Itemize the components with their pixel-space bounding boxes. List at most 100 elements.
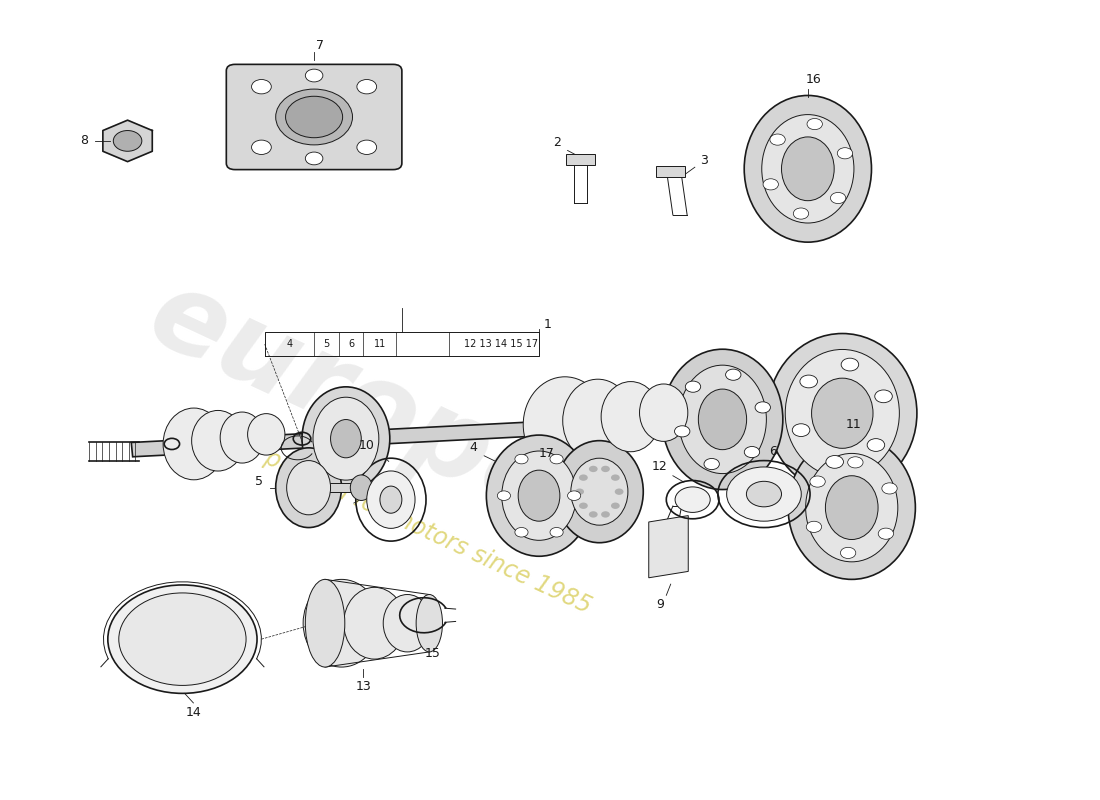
Ellipse shape — [806, 522, 822, 533]
Ellipse shape — [878, 528, 893, 539]
Ellipse shape — [579, 502, 587, 509]
Ellipse shape — [810, 476, 825, 487]
Ellipse shape — [356, 140, 376, 154]
Ellipse shape — [331, 419, 361, 458]
Ellipse shape — [556, 441, 644, 542]
Ellipse shape — [248, 414, 285, 455]
FancyBboxPatch shape — [566, 154, 595, 165]
Ellipse shape — [842, 358, 859, 371]
Ellipse shape — [515, 454, 528, 464]
Ellipse shape — [867, 438, 884, 451]
Ellipse shape — [252, 79, 272, 94]
FancyBboxPatch shape — [657, 166, 685, 177]
Text: 5: 5 — [255, 475, 263, 488]
Ellipse shape — [747, 482, 781, 507]
Ellipse shape — [601, 511, 609, 518]
FancyBboxPatch shape — [309, 483, 361, 493]
Ellipse shape — [314, 398, 378, 480]
Ellipse shape — [502, 451, 576, 540]
Ellipse shape — [675, 487, 711, 513]
Ellipse shape — [781, 137, 834, 201]
Ellipse shape — [768, 334, 917, 493]
Ellipse shape — [379, 486, 401, 514]
Ellipse shape — [639, 384, 688, 442]
Ellipse shape — [793, 208, 808, 219]
Ellipse shape — [727, 467, 801, 521]
Ellipse shape — [825, 476, 878, 539]
Ellipse shape — [698, 389, 747, 450]
Ellipse shape — [601, 382, 660, 452]
Ellipse shape — [840, 547, 856, 558]
Ellipse shape — [704, 458, 719, 470]
Ellipse shape — [874, 390, 892, 402]
Ellipse shape — [366, 471, 415, 528]
Ellipse shape — [550, 454, 563, 464]
Ellipse shape — [383, 594, 431, 652]
Ellipse shape — [119, 593, 246, 686]
Ellipse shape — [763, 178, 779, 190]
Ellipse shape — [497, 491, 510, 501]
Polygon shape — [131, 404, 877, 457]
Ellipse shape — [615, 489, 624, 495]
Ellipse shape — [304, 579, 380, 667]
Ellipse shape — [826, 455, 844, 468]
Ellipse shape — [805, 454, 898, 562]
Ellipse shape — [518, 470, 560, 521]
Ellipse shape — [486, 435, 592, 556]
Text: 12 13 14 15 17: 12 13 14 15 17 — [463, 339, 538, 349]
Ellipse shape — [571, 458, 628, 525]
Text: 8: 8 — [79, 134, 88, 147]
Text: 16: 16 — [805, 73, 822, 86]
Ellipse shape — [356, 79, 376, 94]
Ellipse shape — [579, 474, 587, 481]
Polygon shape — [103, 120, 152, 162]
Ellipse shape — [350, 475, 372, 501]
Ellipse shape — [601, 466, 609, 472]
Text: a passion for motors since 1985: a passion for motors since 1985 — [241, 437, 595, 618]
Ellipse shape — [416, 594, 442, 652]
Text: 13: 13 — [355, 681, 372, 694]
Ellipse shape — [800, 375, 817, 388]
Text: 1: 1 — [543, 318, 552, 330]
Text: 3: 3 — [700, 154, 707, 167]
Text: europes: europes — [133, 261, 638, 571]
Ellipse shape — [610, 474, 619, 481]
Text: 4: 4 — [470, 442, 477, 454]
Ellipse shape — [524, 377, 606, 473]
Ellipse shape — [762, 114, 854, 223]
Ellipse shape — [848, 457, 864, 468]
Ellipse shape — [302, 387, 389, 490]
Ellipse shape — [770, 134, 785, 145]
Ellipse shape — [286, 96, 342, 138]
Ellipse shape — [568, 491, 581, 501]
Text: 14: 14 — [186, 706, 201, 719]
Ellipse shape — [113, 130, 142, 151]
Polygon shape — [649, 515, 689, 578]
Ellipse shape — [306, 69, 323, 82]
Ellipse shape — [685, 381, 701, 392]
Ellipse shape — [306, 579, 344, 667]
Text: 15: 15 — [425, 647, 440, 660]
Ellipse shape — [837, 148, 852, 159]
Ellipse shape — [550, 527, 563, 537]
Ellipse shape — [679, 365, 767, 474]
Ellipse shape — [674, 426, 690, 437]
Text: 2: 2 — [552, 136, 561, 149]
Ellipse shape — [610, 502, 619, 509]
Text: 7: 7 — [316, 38, 323, 52]
Ellipse shape — [588, 466, 597, 472]
Text: 4: 4 — [287, 339, 293, 349]
Ellipse shape — [745, 446, 760, 458]
Text: 11: 11 — [374, 339, 386, 349]
Ellipse shape — [792, 424, 810, 437]
Ellipse shape — [588, 511, 597, 518]
Ellipse shape — [662, 350, 783, 490]
Ellipse shape — [252, 140, 272, 154]
FancyBboxPatch shape — [227, 64, 402, 170]
Text: 6: 6 — [769, 445, 777, 458]
Ellipse shape — [287, 461, 331, 515]
Ellipse shape — [575, 489, 584, 495]
Text: 9: 9 — [656, 598, 663, 611]
Text: 12: 12 — [652, 460, 668, 473]
Ellipse shape — [343, 587, 405, 659]
